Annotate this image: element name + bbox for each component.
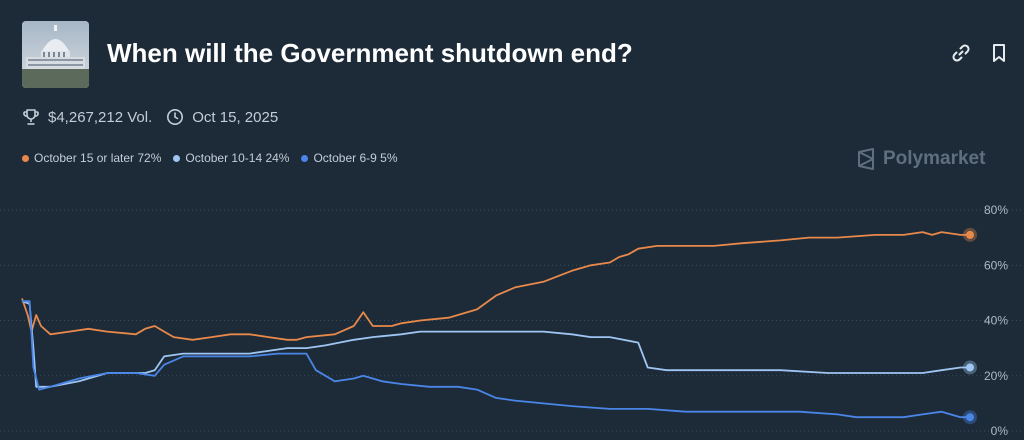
copy-link-button[interactable] [950, 42, 972, 64]
y-tick-label: 60% [984, 258, 1008, 272]
trophy-icon [23, 109, 39, 125]
bookmark-icon [993, 44, 1005, 62]
capitol-building-image [22, 21, 89, 88]
series-line [21, 231, 970, 341]
chart-legend: October 15 or later 72% October 10-14 24… [22, 150, 410, 166]
series-line [21, 300, 970, 388]
chart-series [21, 227, 977, 425]
polymarket-watermark: Polymarket [856, 146, 985, 172]
series-0 [21, 227, 977, 341]
legend-dot [173, 154, 181, 162]
legend-dot [22, 154, 29, 162]
series-1 [21, 300, 977, 388]
chart-grid [0, 209, 1024, 432]
legend-label: October 6-9 5% [313, 151, 398, 165]
series-line [22, 300, 970, 419]
legend-entry-oct-6-9: October 6-9 5% [301, 151, 398, 165]
y-tick-label: 0% [991, 424, 1009, 438]
volume-value: $4,267,212 Vol. [48, 108, 153, 126]
legend-label: October 10-14 24% [185, 151, 290, 165]
y-tick-label: 80% [984, 203, 1008, 217]
y-tick-label: 20% [984, 369, 1008, 383]
end-date-stat: Oct 15, 2025 [166, 108, 278, 126]
market-thumbnail [22, 21, 89, 88]
legend-entry-oct-15-or-later: October 15 or later 72% [22, 151, 161, 165]
y-axis-ticks: 0% 20% 40% 60% 80% [984, 203, 1008, 438]
series-2 [22, 300, 977, 425]
end-point-marker [966, 230, 974, 239]
end-point-marker [966, 413, 974, 422]
y-tick-label: 40% [984, 314, 1008, 328]
volume-stat: $4,267,212 Vol. [22, 108, 152, 126]
market-title: When will the Government shutdown end? [107, 38, 633, 68]
market-meta: $4,267,212 Vol. Oct 15, 2025 [22, 106, 292, 128]
end-date-value: Oct 15, 2025 [192, 108, 279, 126]
clock-icon [167, 109, 184, 125]
legend-entry-oct-10-14: October 10-14 24% [173, 151, 289, 165]
legend-label: October 15 or later 72% [34, 151, 162, 165]
brand-name: Polymarket [883, 148, 986, 169]
link-icon [952, 44, 970, 62]
legend-dot [301, 154, 309, 162]
polymarket-logo-icon [858, 148, 874, 170]
bookmark-button[interactable] [988, 42, 1010, 64]
end-point-marker [966, 363, 974, 372]
